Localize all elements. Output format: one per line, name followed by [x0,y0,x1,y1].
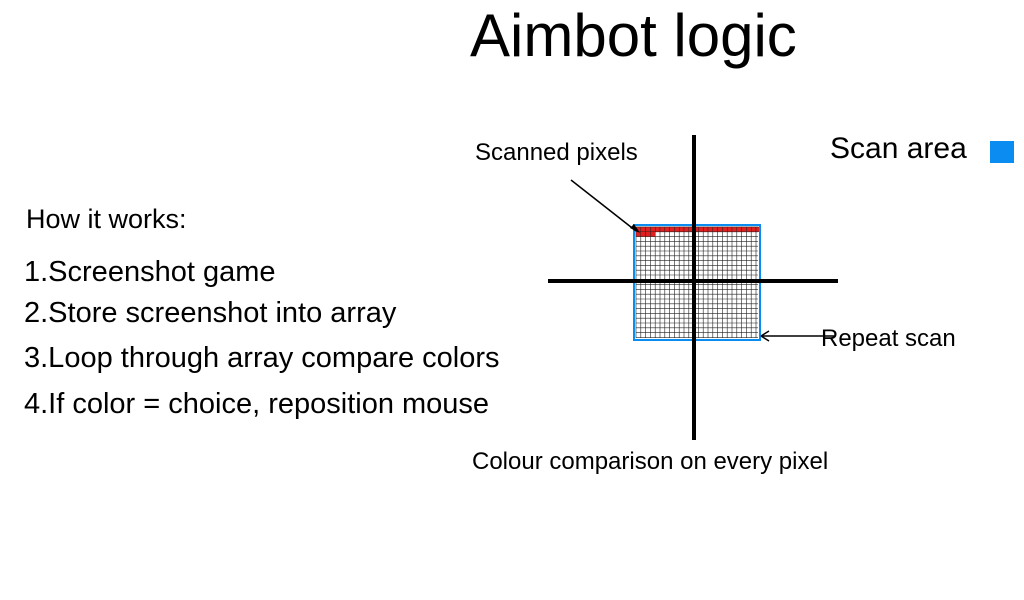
scanned-pixel [698,226,704,233]
scanned-pixels-pointer-line [570,179,637,232]
step-4: 4.If color = choice, reposition mouse [24,388,490,420]
scanned-pixel [736,226,742,233]
scanned-pixel [674,226,680,233]
colour-comparison-label: Colour comparison on every pixel [472,448,829,475]
scanned-pixel [717,226,723,233]
scanned-pixel [751,226,757,233]
scanned-pixel [727,226,733,233]
scanned-pixel [659,226,666,233]
repeat-scan-label: Repeat scan [821,325,956,352]
step-2: 2.Store screenshot into array [24,297,397,329]
scanned-pixel [650,226,656,233]
scanned-pixel [655,226,661,233]
scanned-pixel [640,231,646,237]
scanned-pixels-label: Scanned pixels [475,139,638,166]
scanned-pixel [669,226,675,233]
scan-area-legend-swatch [990,141,1014,163]
scanned-pixel [645,231,651,237]
repeat-scan-arrowhead [760,330,770,342]
how-it-works-heading: How it works: [26,204,187,234]
scanned-pixel [650,231,656,237]
slide-title: Aimbot logic [470,2,797,69]
scanned-pixel [679,226,685,233]
scanned-pixel [712,226,718,233]
step-1: 1.Screenshot game [24,256,276,288]
pixel-grid [635,226,758,338]
step-3: 3.Loop through array compare colors [24,342,500,374]
scanned-pixel [664,226,670,233]
scanned-pixel [645,226,651,233]
scanned-pixel [741,226,747,233]
scanned-pixels-row [635,226,762,237]
scanned-pixel [731,226,738,233]
scanned-pixel [640,226,646,233]
scanned-pixels-arrowhead [630,224,640,233]
scanned-pixel [722,226,728,233]
scan-area-legend-label: Scan area [830,132,967,165]
scanned-pixel [635,231,642,237]
scanned-pixel [683,226,690,233]
scanned-pixel [707,226,714,233]
scanned-pixel [746,226,752,233]
scanned-pixel [703,226,709,233]
